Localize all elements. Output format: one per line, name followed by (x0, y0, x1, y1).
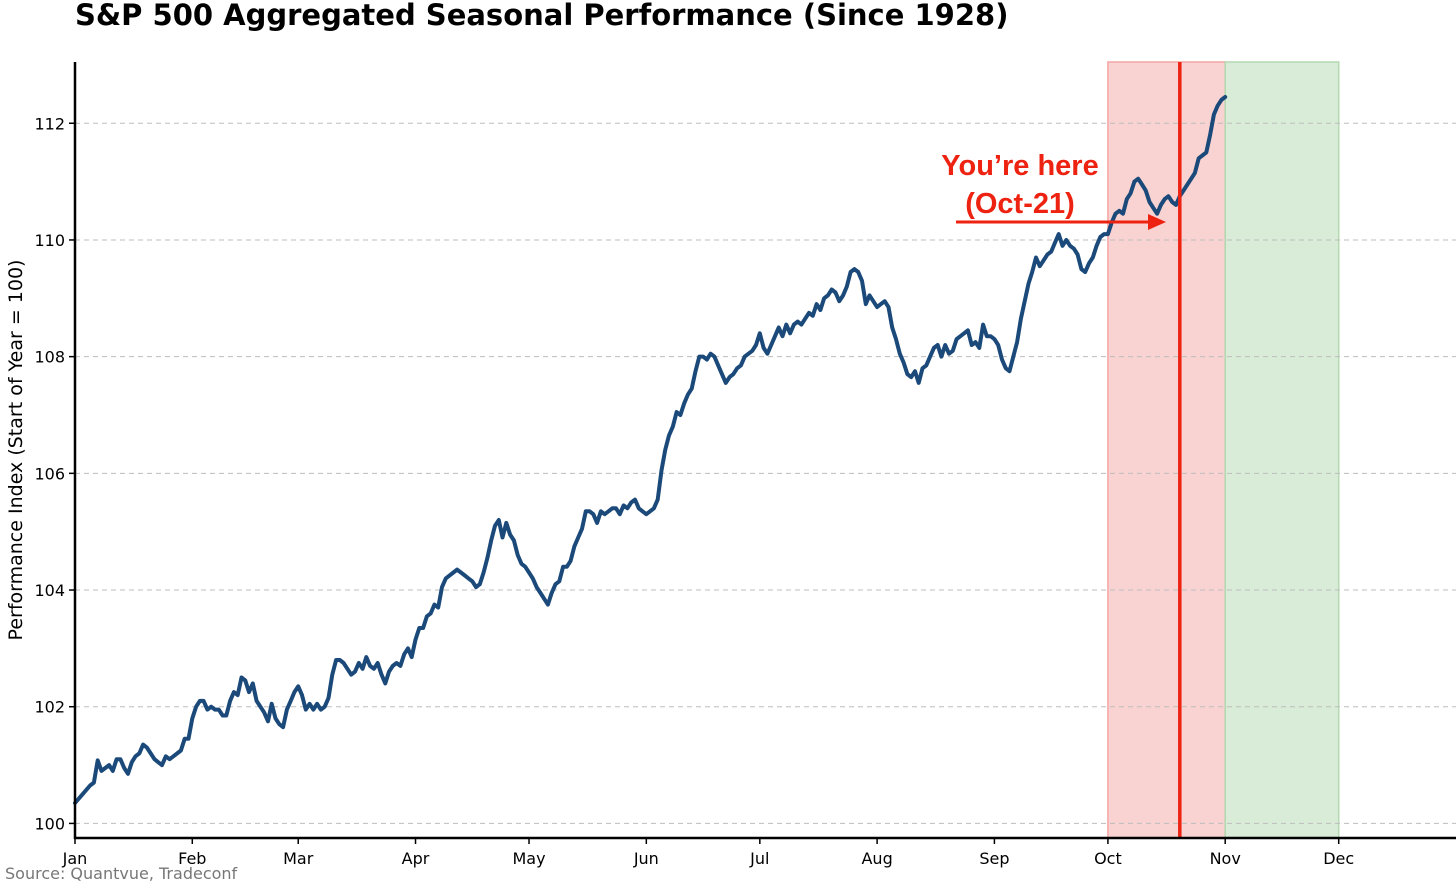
x-tick-label-apr: Apr (402, 849, 430, 868)
x-tick-label-jun: Jun (633, 849, 659, 868)
y-tick-label-102: 102 (34, 698, 65, 717)
x-tick-label-may: May (512, 849, 545, 868)
x-tick-label-jul: Jul (749, 849, 769, 868)
annotation-line-1: You’re here (941, 150, 1098, 182)
y-tick-label-104: 104 (34, 581, 65, 600)
chart-svg: 100102104106108110112Jan Feb Mar Apr May Jun J… (0, 0, 1456, 889)
y-tick-label-108: 108 (34, 348, 65, 367)
highlight-band-1 (1108, 62, 1225, 838)
y-tick-label-110: 110 (34, 231, 65, 250)
y-tick-label-112: 112 (34, 114, 65, 133)
x-tick-label-aug: Aug (861, 849, 892, 868)
y-tick-label-100: 100 (34, 814, 65, 833)
y-tick-label-106: 106 (34, 464, 65, 483)
highlight-band-2 (1225, 62, 1339, 838)
y-axis-label: Performance Index (Start of Year = 100) (5, 260, 27, 641)
x-tick-label-sep: Sep (979, 849, 1009, 868)
x-tick-label-nov: Nov (1210, 849, 1241, 868)
x-tick-label-mar: Mar (283, 849, 314, 868)
source-note: Source: Quantvue, Tradeconf (5, 864, 237, 883)
x-tick-label-dec: Dec (1323, 849, 1354, 868)
highlight-bands (1108, 62, 1339, 838)
annotation-line-2: (Oct-21) (965, 188, 1075, 220)
x-tick-label-oct: Oct (1094, 849, 1122, 868)
